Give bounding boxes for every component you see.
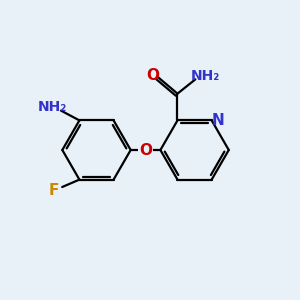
Text: NH₂: NH₂ [190, 69, 220, 83]
Text: O: O [146, 68, 159, 83]
Text: N: N [212, 113, 225, 128]
Text: O: O [139, 142, 152, 158]
Text: NH₂: NH₂ [38, 100, 67, 114]
Text: F: F [49, 182, 59, 197]
